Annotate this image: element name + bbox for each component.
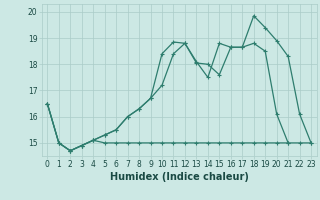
X-axis label: Humidex (Indice chaleur): Humidex (Indice chaleur) xyxy=(110,172,249,182)
